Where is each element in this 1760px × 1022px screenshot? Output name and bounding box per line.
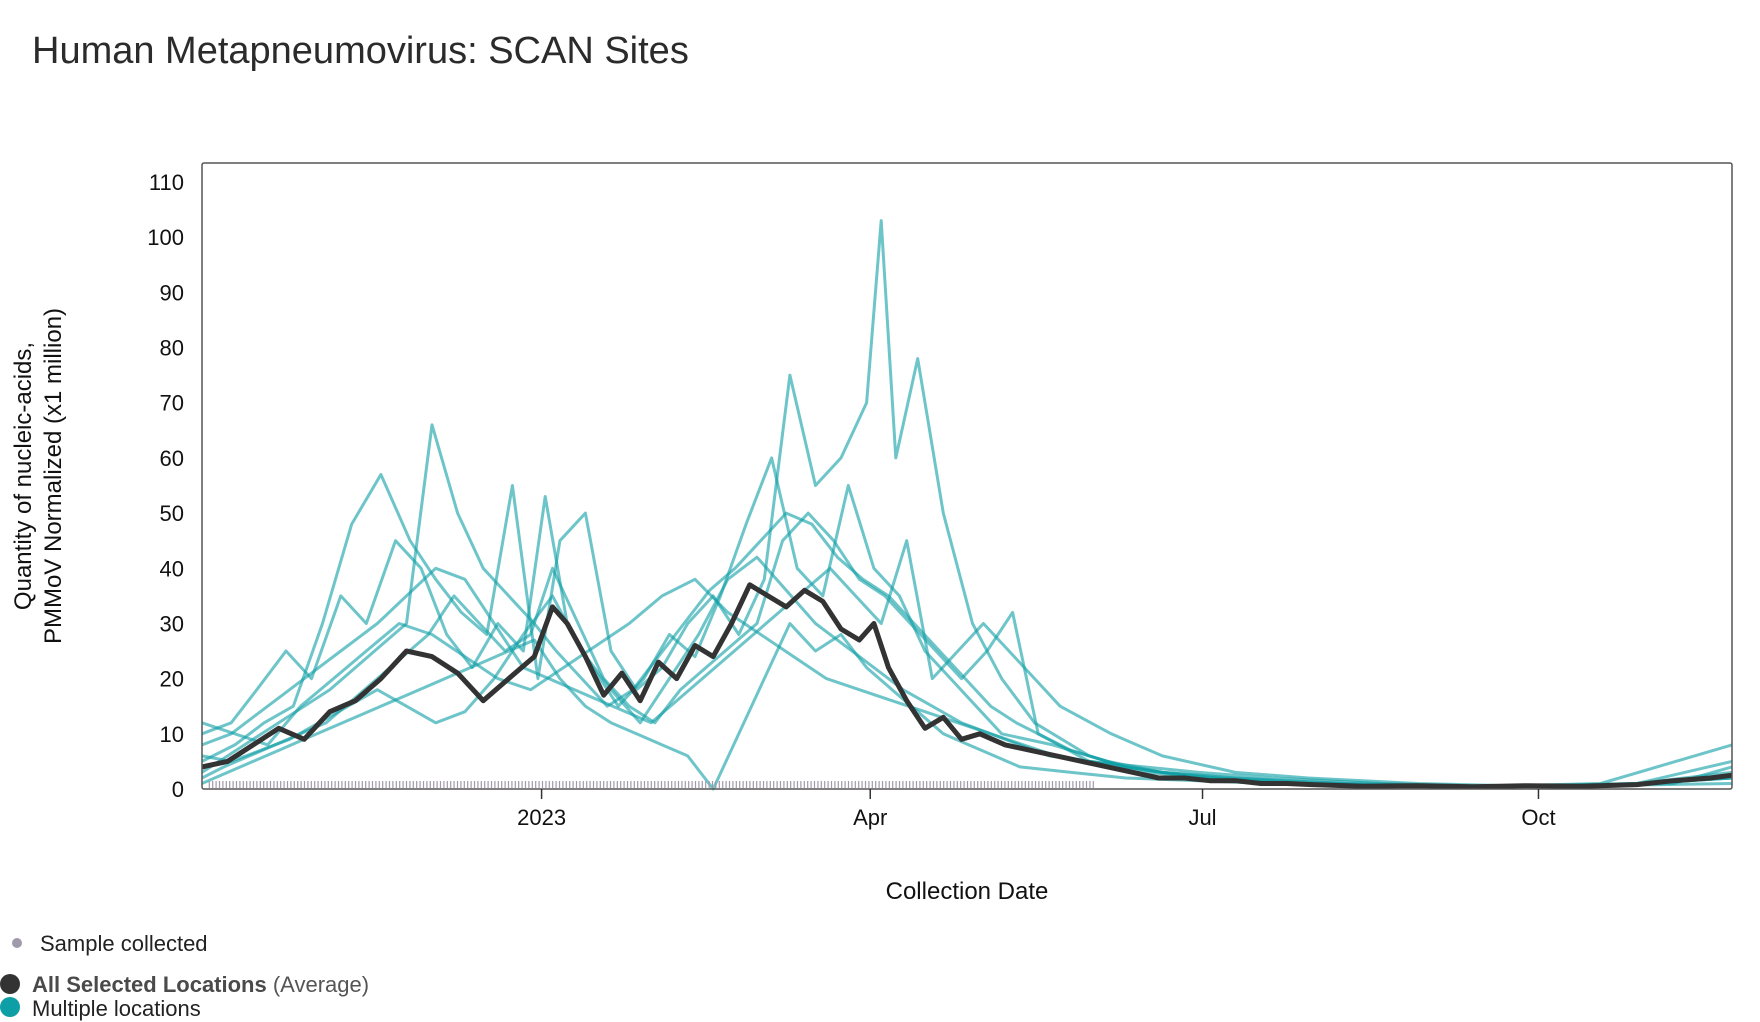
site-series-line-6[interactable]: [201, 622, 1733, 791]
sample-markers: [208, 781, 1094, 788]
y-tick-label: 50: [160, 501, 184, 526]
site-series-line-8[interactable]: [201, 555, 1733, 788]
legend-average-label: All Selected Locations: [32, 972, 267, 997]
legend-sites-label: Multiple locations: [32, 996, 201, 1021]
page-title: Human Metapneumovirus: SCAN Sites: [32, 30, 689, 72]
y-tick-label: 60: [160, 446, 184, 471]
y-tick-label: 100: [147, 225, 184, 250]
site-series-line-5[interactable]: [201, 539, 1733, 788]
average-series-group: [201, 582, 1733, 790]
x-axis-ticks: 2023 Apr Jul Oct: [517, 789, 1556, 830]
legend-average-suffix: (Average): [272, 972, 370, 997]
average-dot-icon: [0, 974, 20, 994]
y-tick-label: 90: [160, 280, 184, 305]
y-tick-label: 110: [149, 170, 184, 195]
x-axis-title: Collection Date: [886, 878, 1049, 905]
y-tick-label: 30: [160, 612, 184, 637]
site-series-line-2[interactable]: [201, 219, 1733, 788]
site-series-group: [201, 219, 1733, 791]
y-tick-label: 20: [160, 667, 184, 692]
x-tick-label: 2023: [517, 805, 566, 830]
site-series-line-3[interactable]: [201, 423, 1733, 788]
y-tick-label: 70: [160, 391, 184, 416]
x-tick-label: Oct: [1521, 805, 1555, 830]
x-tick-label: Jul: [1188, 805, 1216, 830]
average-series-line[interactable]: [201, 582, 1733, 790]
y-tick-label: 40: [160, 556, 184, 581]
plot-frame: [201, 162, 1733, 790]
x-tick-label: Apr: [853, 805, 887, 830]
site-series-line-7[interactable]: [201, 577, 1733, 788]
y-tick-label: 80: [160, 336, 184, 361]
y-axis-title-line1: Quantity of nucleic-acids,: [10, 342, 37, 610]
y-tick-label: 10: [160, 722, 184, 747]
sample-dot-icon: [12, 938, 22, 948]
y-tick-label: 0: [172, 777, 184, 802]
legend-sample-label: Sample collected: [40, 931, 208, 956]
y-axis-title-line2: PMMoV Normalized (x1 million): [40, 308, 67, 644]
y-axis-ticks: 0 10 20 30 40 50 60 70 80 90 100 110: [147, 170, 184, 802]
sites-dot-icon: [0, 997, 20, 1017]
